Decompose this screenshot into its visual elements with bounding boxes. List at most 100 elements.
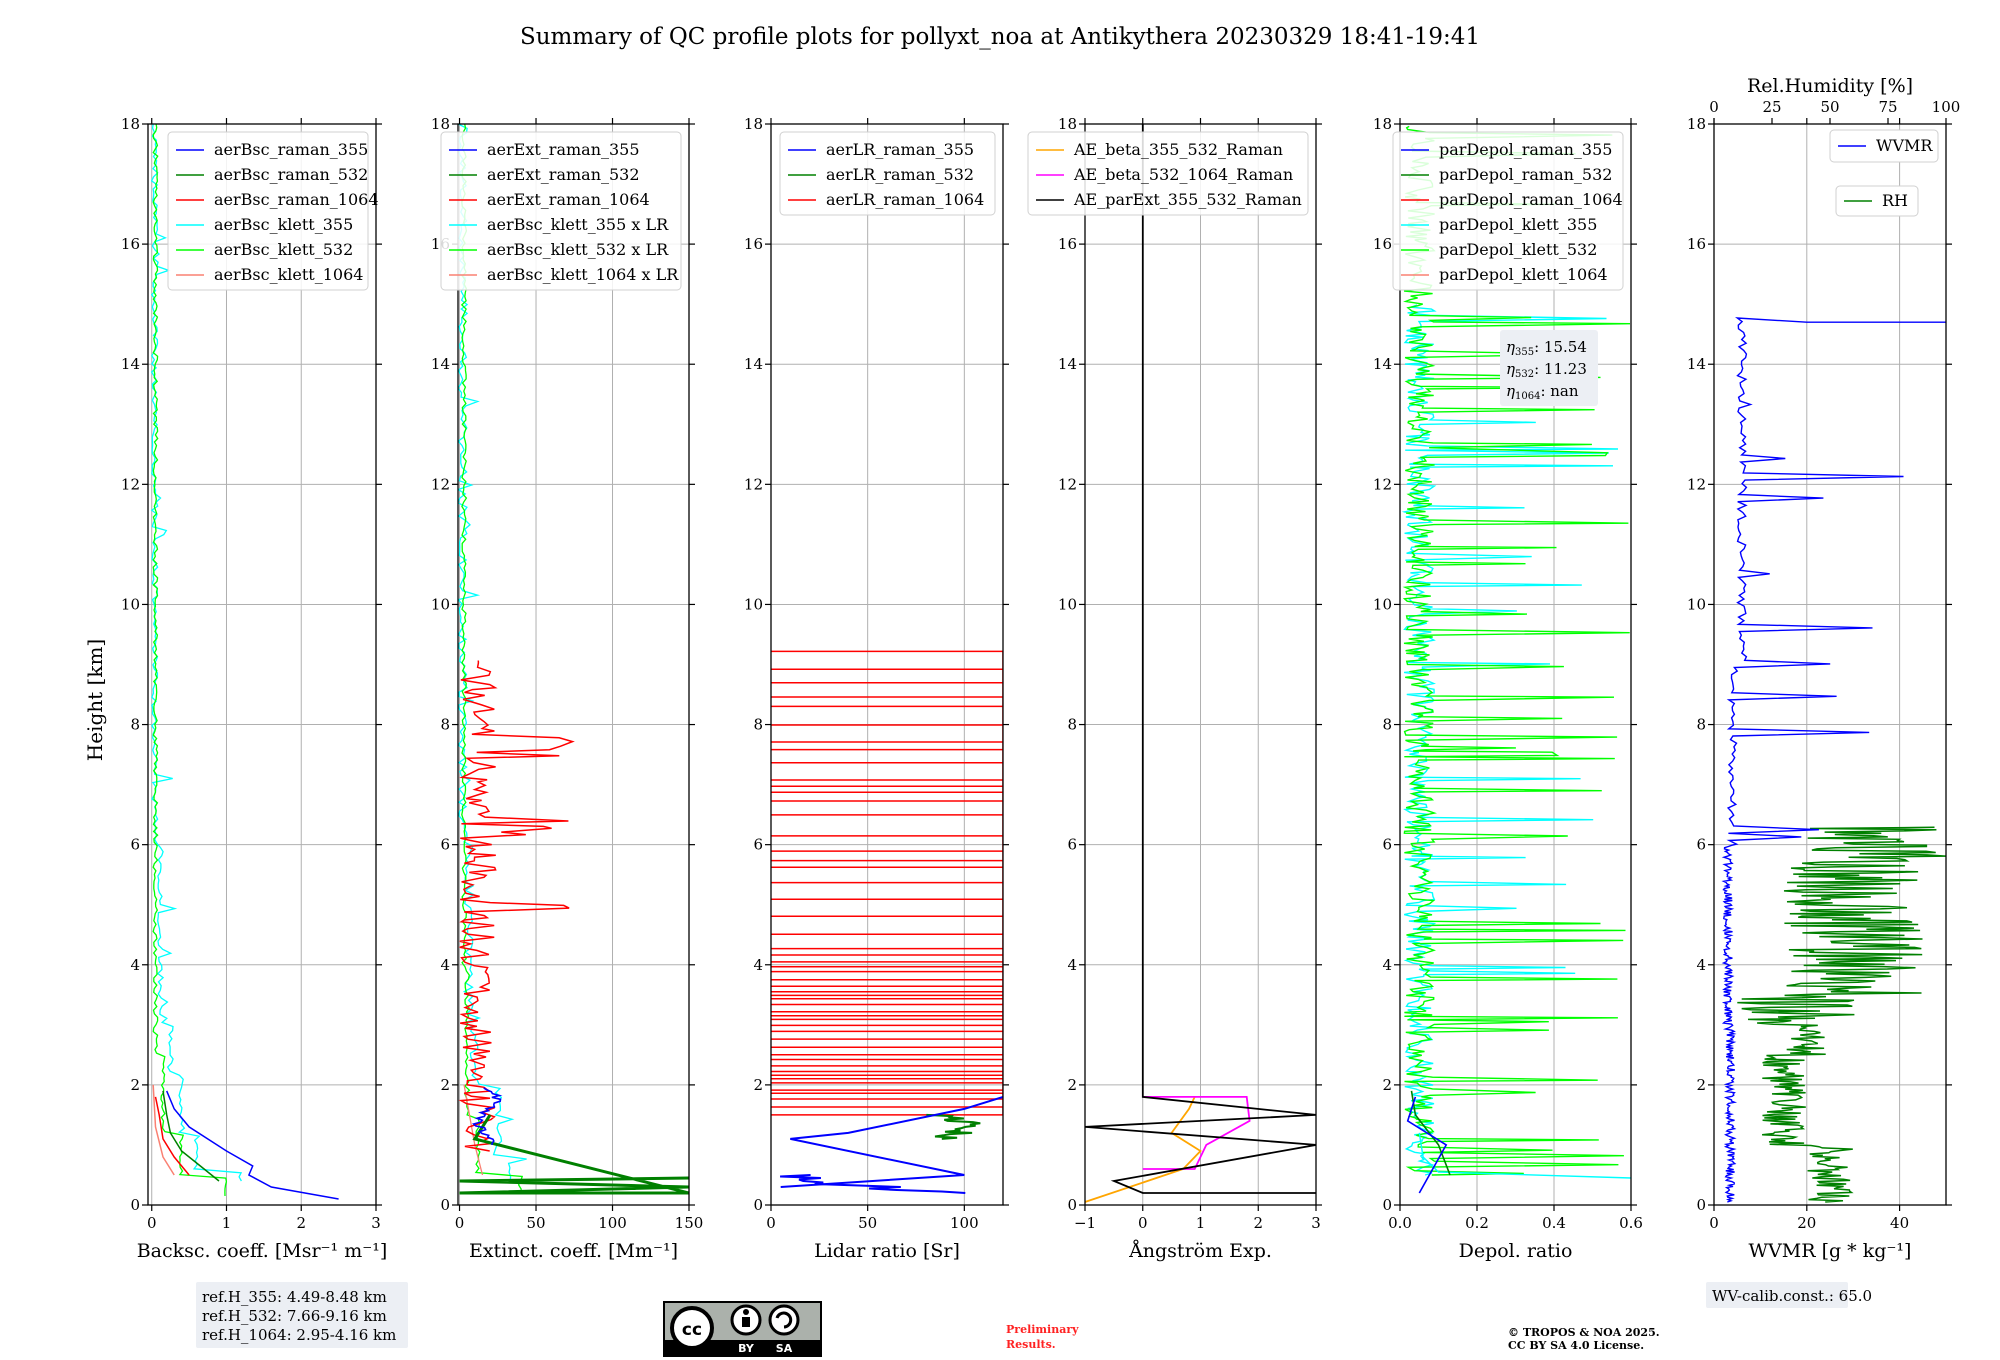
copyright-line-1: © TROPOS & NOA 2025. (1508, 1326, 1660, 1339)
legend-label: aerBsc_klett_1064 x LR (487, 265, 679, 284)
y-tick-label: 4 (1067, 956, 1077, 974)
panel-3: 0 2 4 6 8 10 12 14 16 18 0 50 100 Lidar ratio [Sr] aer… (744, 115, 1009, 1262)
x-axis-label: Lidar ratio [Sr] (814, 1240, 960, 1262)
axes-frame (770, 123, 1004, 1206)
y-tick-label: 12 (1058, 475, 1077, 493)
y-tick-label: 4 (130, 956, 140, 974)
legend-label: aerBsc_raman_532 (214, 165, 368, 184)
series-aerExt_raman_532 (459, 1114, 689, 1195)
top-tick-label: 0 (1709, 98, 1719, 116)
series-aerBsc_klett_355_x_LR (458, 124, 527, 1182)
y-tick-label: 18 (431, 115, 450, 133)
plot-area (771, 650, 1003, 1194)
legend-box (440, 131, 682, 291)
y-tick-label: 10 (1687, 595, 1706, 613)
y-tick-label: 6 (1696, 836, 1706, 854)
series-AE_beta_355_532_Raman (1085, 1096, 1202, 1203)
x-axis-label: Backsc. coeff. [Msr⁻¹ m⁻¹] (137, 1240, 388, 1262)
y-tick-label: 2 (130, 1076, 140, 1094)
y-tick-label: 18 (1687, 115, 1706, 133)
y-tick-label: 12 (1687, 475, 1706, 493)
y-tick-label: 14 (1058, 355, 1077, 373)
plot-area (458, 124, 689, 1195)
wv-calib-text: WV-calib.const.: 65.0 (1712, 1287, 1872, 1305)
series-RH (1737, 826, 1946, 1203)
eta-value: η1064: nan (1506, 382, 1579, 402)
top-tick-label: 50 (1820, 98, 1839, 116)
y-tick-label: 8 (1067, 716, 1077, 734)
legend-label: AE_beta_355_532_Raman (1073, 140, 1283, 159)
plot-area (1085, 124, 1316, 1203)
y-tick-label: 14 (744, 355, 763, 373)
series-aerBsc_klett_532_x_LR (460, 124, 524, 1194)
x-axis-label: Extinct. coeff. [Mm⁻¹] (469, 1240, 678, 1262)
y-tick-label: 14 (431, 355, 450, 373)
series-WVMR (1721, 317, 1946, 1203)
top-axis-label: Rel.Humidity [%] (1747, 75, 1913, 97)
legend-box-wvmr (1829, 129, 1939, 163)
series-aerBsc_raman_355 (166, 1090, 339, 1200)
y-tick-label: 14 (121, 355, 140, 373)
series-parDepol_klett_355-low (1418, 1132, 1631, 1179)
series-aerLR_raman_355 (780, 1095, 1003, 1188)
x-axis-label: WVMR [g * kg⁻¹] (1749, 1240, 1912, 1262)
plot-area (1721, 317, 1946, 1203)
x-tick-label: 1 (222, 1214, 232, 1232)
legend-label: parDepol_klett_1064 (1439, 265, 1608, 284)
legend-label: parDepol_raman_532 (1439, 165, 1612, 184)
y-tick-label: 2 (1067, 1076, 1077, 1094)
y-tick-label: 12 (744, 475, 763, 493)
legend-label: aerBsc_raman_1064 (214, 190, 379, 209)
legend-label: aerLR_raman_532 (826, 165, 974, 184)
series-aerBsc_raman_532 (162, 1090, 220, 1182)
series-aerBsc_klett_532 (152, 124, 228, 1197)
x-tick-label: 0.4 (1542, 1214, 1566, 1232)
axes-frame (147, 123, 377, 1206)
series-aerLR_raman_1064 (771, 650, 1003, 1116)
y-tick-label: 2 (440, 1076, 450, 1094)
legend-box (167, 131, 369, 291)
y-tick-label: 0 (440, 1196, 450, 1214)
cc-sa-text: SA (776, 1342, 793, 1355)
x-tick-label: 3 (1311, 1214, 1321, 1232)
legend-box (779, 131, 996, 216)
x-axis-label: Ångström Exp. (1128, 1240, 1272, 1262)
wv-calib-box (1706, 1282, 1848, 1308)
legend-box (1027, 131, 1309, 216)
legend-label: aerBsc_klett_1064 (214, 265, 363, 284)
x-tick-label: 2 (296, 1214, 306, 1232)
legend-label: aerLR_raman_355 (826, 140, 974, 159)
legend-label-wvmr: WVMR (1876, 136, 1933, 155)
figure-title: Summary of QC profile plots for pollyxt_… (520, 24, 1480, 50)
preliminary-label-1: Preliminary (1006, 1323, 1079, 1336)
y-tick-label: 8 (440, 716, 450, 734)
ref-height-1064: ref.H_1064: 2.95-4.16 km (202, 1326, 396, 1344)
x-tick-label: 40 (1890, 1214, 1909, 1232)
legend-label: AE_beta_532_1064_Raman (1073, 165, 1293, 184)
series-aerLR_raman_532 (926, 1113, 981, 1140)
x-tick-label: 0 (766, 1214, 776, 1232)
series-aerBsc_klett_1064 (152, 1084, 175, 1176)
y-tick-label: 0 (130, 1196, 140, 1214)
y-tick-label: 10 (1373, 595, 1392, 613)
axes-frame (457, 123, 690, 1206)
cc-license-badge: cc BY SA (663, 1301, 822, 1357)
y-tick-label: 8 (753, 716, 763, 734)
x-tick-label: −1 (1074, 1214, 1096, 1232)
y-tick-label: 12 (1373, 475, 1392, 493)
y-tick-label: 8 (130, 716, 140, 734)
ref-height-box (196, 1282, 408, 1348)
y-tick-label: 0 (1382, 1196, 1392, 1214)
x-tick-label: 150 (675, 1214, 704, 1232)
series-parDepol_raman_355 (1406, 1096, 1448, 1194)
series-aerBsc_raman_1064 (154, 1096, 190, 1176)
top-tick-label: 75 (1878, 98, 1897, 116)
legend-label: parDepol_raman_355 (1439, 140, 1612, 159)
x-tick-label: 1 (1196, 1214, 1206, 1232)
y-tick-label: 14 (1373, 355, 1392, 373)
y-tick-label: 6 (1067, 836, 1077, 854)
y-tick-label: 2 (1382, 1076, 1392, 1094)
